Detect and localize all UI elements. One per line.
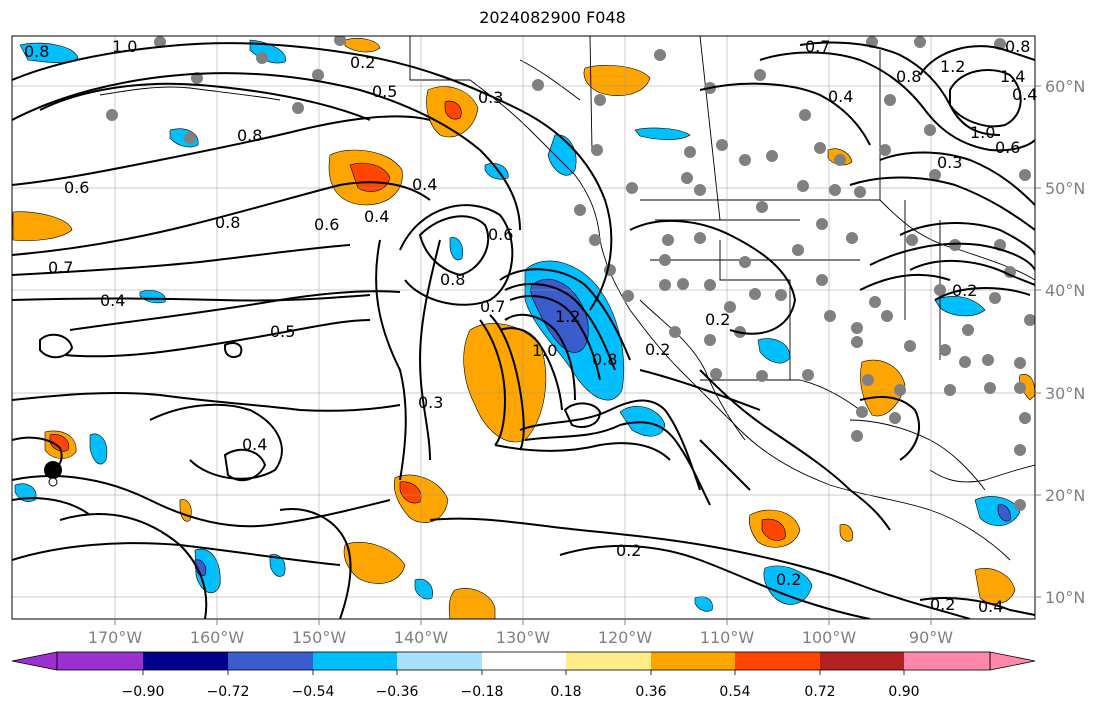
contour-label: 0.8 [440,270,465,289]
colorbar-tick-label: −0.18 [461,684,504,700]
lon-tick-label: 170°W [88,628,143,647]
contour-label: 0.3 [937,153,962,172]
colorbar-segment [904,652,990,670]
lat-tick-label: 40°N [1045,281,1085,300]
lon-tick-label: 140°W [394,628,449,647]
lon-tick-label: 160°W [190,628,245,647]
station-dots [106,36,1035,511]
colorbar-segment [482,652,566,670]
colorbar-tick-label: −0.54 [292,684,335,700]
lon-tick-label: 150°W [292,628,347,647]
colorbar-segment [820,652,904,670]
gridlines [12,36,1035,619]
colorbar-segment [228,652,313,670]
colorbar-segment [566,652,651,670]
contour-label: 0.4 [100,291,125,310]
contour-label: 0.8 [24,42,49,61]
contour-label: 0.8 [215,213,240,232]
station-marker-small [48,477,58,487]
contour-label: 0.6 [995,138,1020,157]
contour-label: 1.2 [555,307,580,326]
contour-label: 0.4 [1012,85,1037,104]
contour-label: 0.2 [616,541,641,560]
contour-label: 0.4 [364,207,389,226]
lat-tick-marks [1035,85,1041,598]
contour-label: 0.3 [418,393,443,412]
contour-label: 0.4 [978,597,1003,616]
colorbar-segment [313,652,397,670]
contour-label: 0.2 [952,281,977,300]
chart-title: 2024082900 F048 [479,8,626,27]
colorbar-extend-right [989,651,1036,671]
contour-label: 1.4 [1000,67,1025,86]
colorbar-segment [57,652,143,670]
colorbar-tick-label: 0.18 [550,684,581,700]
contour-label: 0.2 [645,340,670,359]
contour-label: 0.6 [314,215,339,234]
contour-label: 1.0 [112,37,137,56]
lon-tick-label: 100°W [802,628,857,647]
contour-label: 0.5 [270,322,295,341]
contour-label: 1.0 [970,123,995,142]
contour-label: 0.8 [237,126,262,145]
lon-tick-label: 120°W [598,628,653,647]
contour-label: 0.5 [372,82,397,101]
lat-tick-label: 60°N [1045,77,1085,96]
contour-label: 0.7 [805,37,830,56]
colorbar-tick-label: 0.36 [635,684,666,700]
colorbar-segment [397,652,482,670]
contour-label: 0.2 [776,570,801,589]
lat-tick-label: 30°N [1045,384,1085,403]
contour-lines [12,41,1035,619]
contour-label: 0.4 [242,435,267,454]
contour-label: 0.8 [896,67,921,86]
contour-label: 0.8 [1005,37,1030,56]
colorbar-tick-label: −0.72 [207,684,250,700]
lon-tick-labels: 170°W 160°W 150°W 140°W 130°W 120°W 110°… [88,628,953,647]
contour-label: 0.3 [478,88,503,107]
colorbar-tick-label: 0.90 [888,684,919,700]
colorbar-border [56,651,991,671]
colorbar-segment [735,652,820,670]
colorbar-tick-label: −0.36 [376,684,419,700]
station-marker [44,461,62,479]
lat-tick-label: 20°N [1045,486,1085,505]
contour-label: 1.0 [532,341,557,360]
contour-labels: 0.8 1.0 0.2 0.5 0.3 0.8 0.6 0.4 0.8 0.7 … [24,37,1037,616]
contour-label: 1.2 [940,57,965,76]
colorbar-segment [651,652,735,670]
contour-label: 0.2 [350,53,375,72]
colorbar-extend-left [11,651,58,671]
colorbar-tick-label: 0.54 [719,684,750,700]
lon-tick-label: 110°W [700,628,755,647]
colorbar: −0.90 −0.72 −0.54 −0.36 −0.18 0.18 0.36 … [11,651,1036,700]
contour-label: 0.8 [592,350,617,369]
colorbar-tick-label: 0.72 [804,684,835,700]
colorbar-segment [143,652,228,670]
lon-tick-marks [114,619,932,625]
contour-label: 0.6 [488,225,513,244]
lat-tick-label: 10°N [1045,588,1085,607]
lat-tick-label: 50°N [1045,179,1085,198]
lat-tick-labels: 60°N 50°N 40°N 30°N 20°N 10°N [1045,77,1085,607]
lon-tick-label: 130°W [496,628,551,647]
contour-label: 0.6 [64,178,89,197]
colorbar-tick-label: −0.90 [122,684,165,700]
contour-label: 0.2 [930,595,955,614]
contour-label: 0.4 [828,87,853,106]
lon-tick-label: 90°W [909,628,953,647]
contour-label: 0.4 [412,175,437,194]
contour-label: 0.2 [705,310,730,329]
contour-label: 0.7 [48,258,73,277]
contour-label: 0.7 [480,297,505,316]
